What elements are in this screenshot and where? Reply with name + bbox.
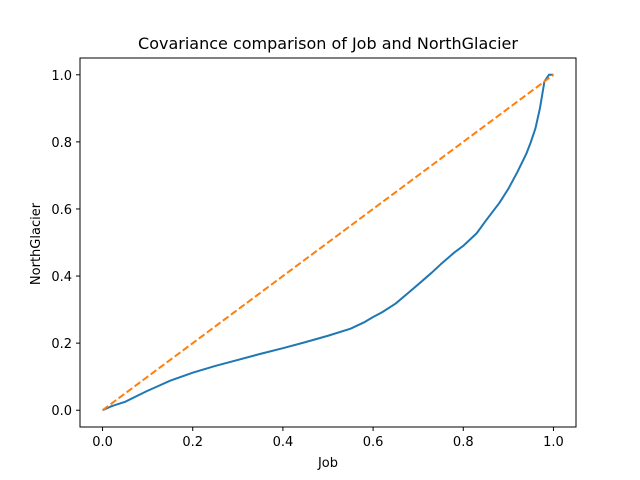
series-line-2 xyxy=(101,73,555,412)
x-tick-label: 0.2 xyxy=(182,435,203,450)
x-tick-label: 0.0 xyxy=(92,435,113,450)
y-tick-label: 0.2 xyxy=(51,337,72,352)
series-line-1 xyxy=(102,73,554,412)
x-tick-label: 0.6 xyxy=(363,435,384,450)
y-tick-label: 1.0 xyxy=(51,69,72,84)
axes-frame xyxy=(79,57,577,428)
x-axis-label: Job xyxy=(317,456,338,471)
y-tick-label: 0.4 xyxy=(51,270,72,285)
y-tick-label: 0.6 xyxy=(51,203,72,218)
y-tick-label: 0.0 xyxy=(51,404,72,419)
plot-area: 0.0 0.2 0.4 0.6 0.8 1.0 0.0 0.2 0.4 0.6 0.8 1.0 xyxy=(51,57,577,450)
y-axis-label: NorthGlacier xyxy=(29,202,44,285)
x-tick-label: 0.4 xyxy=(273,435,294,450)
chart-title: Covariance comparison of Job and NorthGl… xyxy=(138,34,518,53)
x-tick-label: 1.0 xyxy=(543,435,564,450)
x-tick-label: 0.8 xyxy=(453,435,474,450)
y-tick-label: 0.8 xyxy=(51,136,72,151)
